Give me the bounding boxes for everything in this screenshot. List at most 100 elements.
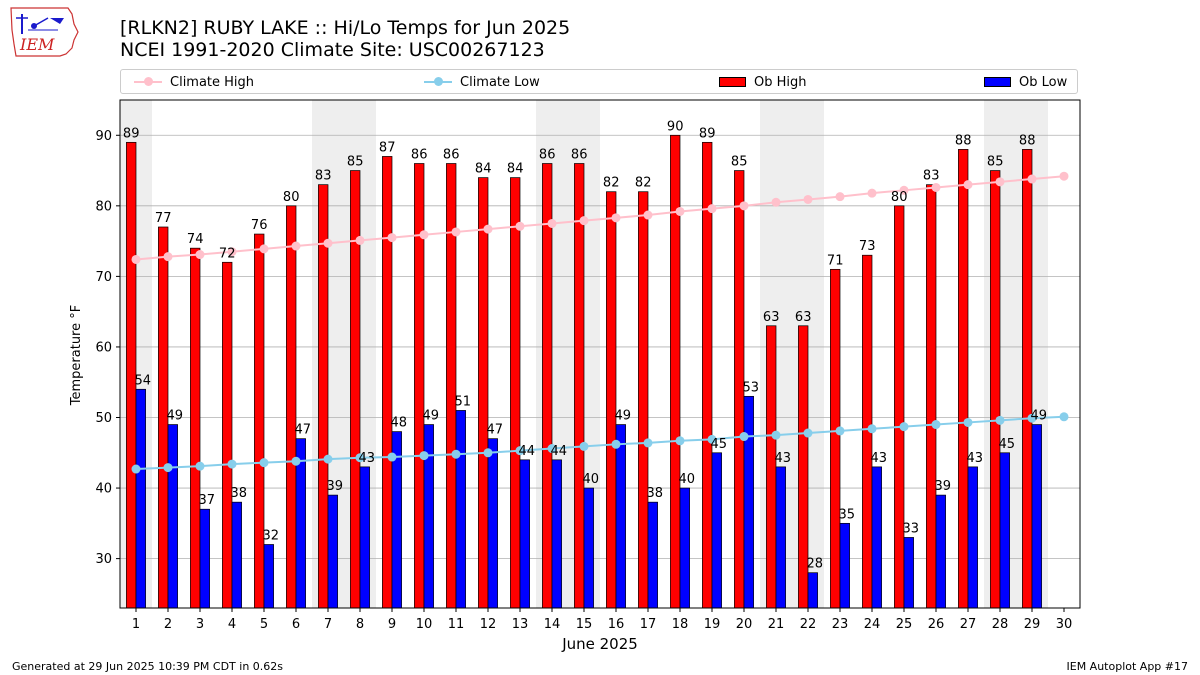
climate-high-point bbox=[419, 230, 429, 240]
x-tick-label: 14 bbox=[544, 617, 561, 632]
x-tick-label: 28 bbox=[992, 617, 1009, 632]
ob-high-bar bbox=[254, 233, 265, 609]
ob-high-value-label: 89 bbox=[123, 126, 140, 141]
ob-high-bar bbox=[478, 177, 489, 609]
x-tick-label: 6 bbox=[292, 617, 300, 632]
x-tick-label: 4 bbox=[228, 617, 236, 632]
ob-low-bar bbox=[647, 501, 658, 609]
ob-low-value-label: 45 bbox=[999, 437, 1016, 452]
ob-low-value-label: 45 bbox=[711, 437, 728, 452]
climate-high-point bbox=[995, 177, 1005, 187]
ob-high-swatch bbox=[719, 77, 746, 87]
plot-frame bbox=[119, 99, 1081, 609]
climate-low-point bbox=[259, 458, 269, 468]
ob-high-value-label: 82 bbox=[635, 176, 652, 191]
ob-high-bar bbox=[414, 163, 425, 609]
ob-low-bar bbox=[519, 459, 530, 609]
x-tick-label: 12 bbox=[480, 617, 497, 632]
climate-low-point bbox=[1059, 412, 1069, 422]
x-tick-label: 9 bbox=[388, 617, 396, 632]
x-tick-label: 23 bbox=[832, 617, 849, 632]
x-tick-label: 3 bbox=[196, 617, 204, 632]
ob-high-value-label: 80 bbox=[283, 190, 300, 205]
climate-high-point bbox=[1027, 174, 1037, 184]
climate-high-point bbox=[163, 252, 173, 262]
climate-high-point bbox=[643, 210, 653, 220]
x-tick-label: 21 bbox=[768, 617, 785, 632]
climate-high-point bbox=[899, 185, 909, 195]
ob-low-value-label: 28 bbox=[807, 557, 824, 572]
climate-low-point bbox=[675, 436, 685, 446]
x-tick-label: 11 bbox=[448, 617, 465, 632]
ob-high-bar bbox=[958, 149, 969, 609]
ob-low-value-label: 40 bbox=[583, 472, 600, 487]
climate-high-point bbox=[611, 213, 621, 223]
climate-low-point bbox=[611, 439, 621, 449]
climate-high-point bbox=[675, 206, 685, 216]
x-tick-label: 7 bbox=[324, 617, 332, 632]
ob-high-value-label: 88 bbox=[1019, 133, 1036, 148]
ob-high-value-label: 71 bbox=[827, 253, 844, 268]
climate-high-point bbox=[291, 241, 301, 251]
x-tick-label: 2 bbox=[164, 617, 172, 632]
ob-low-bar bbox=[263, 544, 274, 609]
x-tick-label: 10 bbox=[416, 617, 433, 632]
ob-low-value-label: 49 bbox=[423, 409, 440, 424]
ob-low-value-label: 44 bbox=[519, 444, 536, 459]
ob-high-value-label: 83 bbox=[315, 169, 332, 184]
ob-low-value-label: 44 bbox=[551, 444, 568, 459]
legend-item-ob-high: Ob High bbox=[719, 73, 807, 91]
ob-high-value-label: 82 bbox=[603, 176, 620, 191]
climate-high-point bbox=[963, 180, 973, 190]
climate-high-point bbox=[931, 182, 941, 192]
ob-high-bar bbox=[638, 191, 649, 609]
climate-low-point bbox=[387, 452, 397, 462]
ob-low-bar bbox=[359, 466, 370, 609]
ob-low-value-label: 37 bbox=[199, 493, 216, 508]
ob-high-bar bbox=[1022, 149, 1033, 609]
climate-low-point bbox=[963, 417, 973, 427]
ob-high-bar bbox=[894, 205, 905, 609]
ob-low-value-label: 39 bbox=[327, 479, 344, 494]
ob-low-value-label: 38 bbox=[231, 486, 248, 501]
ob-high-value-label: 86 bbox=[539, 148, 556, 163]
climate-low-point bbox=[291, 456, 301, 466]
climate-low-point bbox=[451, 449, 461, 459]
ob-low-bar bbox=[1031, 424, 1042, 609]
ob-low-bar bbox=[231, 501, 242, 609]
ob-high-bar bbox=[510, 177, 521, 609]
climate-low-point bbox=[419, 451, 429, 461]
climate-high-point bbox=[323, 238, 333, 248]
ob-high-value-label: 88 bbox=[955, 133, 972, 148]
ob-low-bar bbox=[551, 459, 562, 609]
ob-high-value-label: 83 bbox=[923, 169, 940, 184]
x-tick-label: 8 bbox=[356, 617, 364, 632]
y-tick-label: 70 bbox=[95, 270, 112, 285]
climate-high-line bbox=[135, 175, 1065, 261]
ob-high-value-label: 86 bbox=[411, 148, 428, 163]
climate-high-point bbox=[771, 197, 781, 207]
legend-label-ob-high: Ob High bbox=[754, 74, 807, 90]
ob-low-bar bbox=[775, 466, 786, 609]
x-tick-label: 5 bbox=[260, 617, 268, 632]
y-tick-label: 80 bbox=[95, 199, 112, 214]
ob-high-bar bbox=[926, 184, 937, 609]
ob-high-value-label: 87 bbox=[379, 140, 396, 155]
climate-low-point bbox=[131, 464, 141, 474]
legend-label-climate-low: Climate Low bbox=[460, 74, 540, 90]
ob-low-value-label: 47 bbox=[487, 423, 504, 438]
ob-low-value-label: 49 bbox=[167, 409, 184, 424]
ob-low-bar bbox=[871, 466, 882, 609]
climate-low-point bbox=[1027, 413, 1037, 423]
climate-high-point bbox=[131, 254, 141, 264]
ob-high-value-label: 76 bbox=[251, 218, 268, 233]
climate-low-point bbox=[771, 430, 781, 440]
x-tick-label: 18 bbox=[672, 617, 689, 632]
ob-high-value-label: 90 bbox=[667, 119, 684, 134]
climate-high-point bbox=[835, 192, 845, 202]
climate-high-point bbox=[259, 244, 269, 254]
climate-high-point bbox=[1059, 171, 1069, 181]
climate-low-point bbox=[579, 441, 589, 451]
x-axis-label: June 2025 bbox=[561, 635, 638, 653]
